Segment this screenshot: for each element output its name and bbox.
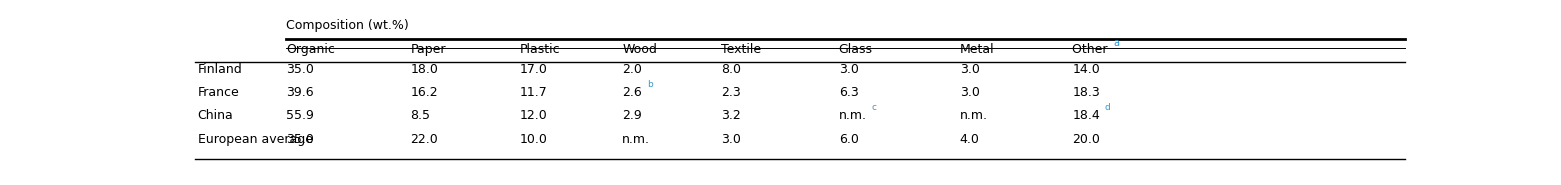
Text: Paper: Paper — [411, 43, 446, 56]
Text: China: China — [198, 109, 233, 122]
Text: Other: Other — [1072, 43, 1111, 56]
Text: 2.9: 2.9 — [623, 109, 642, 122]
Text: 17.0: 17.0 — [520, 63, 548, 76]
Text: 35.0: 35.0 — [286, 63, 314, 76]
Text: 2.6: 2.6 — [623, 86, 642, 99]
Text: n.m.: n.m. — [623, 133, 651, 146]
Text: Metal: Metal — [960, 43, 994, 56]
Text: European average: European average — [198, 133, 312, 146]
Text: 4.0: 4.0 — [960, 133, 980, 146]
Text: 55.9: 55.9 — [286, 109, 314, 122]
Text: 16.2: 16.2 — [411, 86, 439, 99]
Text: n.m.: n.m. — [838, 109, 866, 122]
Text: Wood: Wood — [623, 43, 657, 56]
Text: 3.0: 3.0 — [838, 63, 859, 76]
Text: 3.0: 3.0 — [960, 86, 980, 99]
Text: 11.7: 11.7 — [520, 86, 546, 99]
Text: Glass: Glass — [838, 43, 873, 56]
Text: 8.0: 8.0 — [721, 63, 741, 76]
Text: Finland: Finland — [198, 63, 242, 76]
Text: 3.0: 3.0 — [721, 133, 741, 146]
Text: n.m.: n.m. — [960, 109, 988, 122]
Text: 2.0: 2.0 — [623, 63, 642, 76]
Text: 22.0: 22.0 — [411, 133, 439, 146]
Text: d: d — [1105, 103, 1110, 112]
Text: 18.0: 18.0 — [411, 63, 439, 76]
Text: b: b — [648, 80, 652, 89]
Text: c: c — [871, 103, 876, 112]
Text: 8.5: 8.5 — [411, 109, 431, 122]
Text: 3.2: 3.2 — [721, 109, 741, 122]
Text: France: France — [198, 86, 239, 99]
Text: 10.0: 10.0 — [520, 133, 548, 146]
Text: 3.0: 3.0 — [960, 63, 980, 76]
Text: Textile: Textile — [721, 43, 762, 56]
Text: 12.0: 12.0 — [520, 109, 546, 122]
Text: 6.3: 6.3 — [838, 86, 859, 99]
Text: 14.0: 14.0 — [1072, 63, 1101, 76]
Text: 18.3: 18.3 — [1072, 86, 1101, 99]
Text: 6.0: 6.0 — [838, 133, 859, 146]
Text: a: a — [1113, 38, 1119, 48]
Text: Plastic: Plastic — [520, 43, 560, 56]
Text: 18.4: 18.4 — [1072, 109, 1101, 122]
Text: 20.0: 20.0 — [1072, 133, 1101, 146]
Text: 2.3: 2.3 — [721, 86, 741, 99]
Text: 35.0: 35.0 — [286, 133, 314, 146]
Text: 39.6: 39.6 — [286, 86, 314, 99]
Text: Composition (wt.%): Composition (wt.%) — [286, 19, 409, 32]
Text: Organic: Organic — [286, 43, 334, 56]
